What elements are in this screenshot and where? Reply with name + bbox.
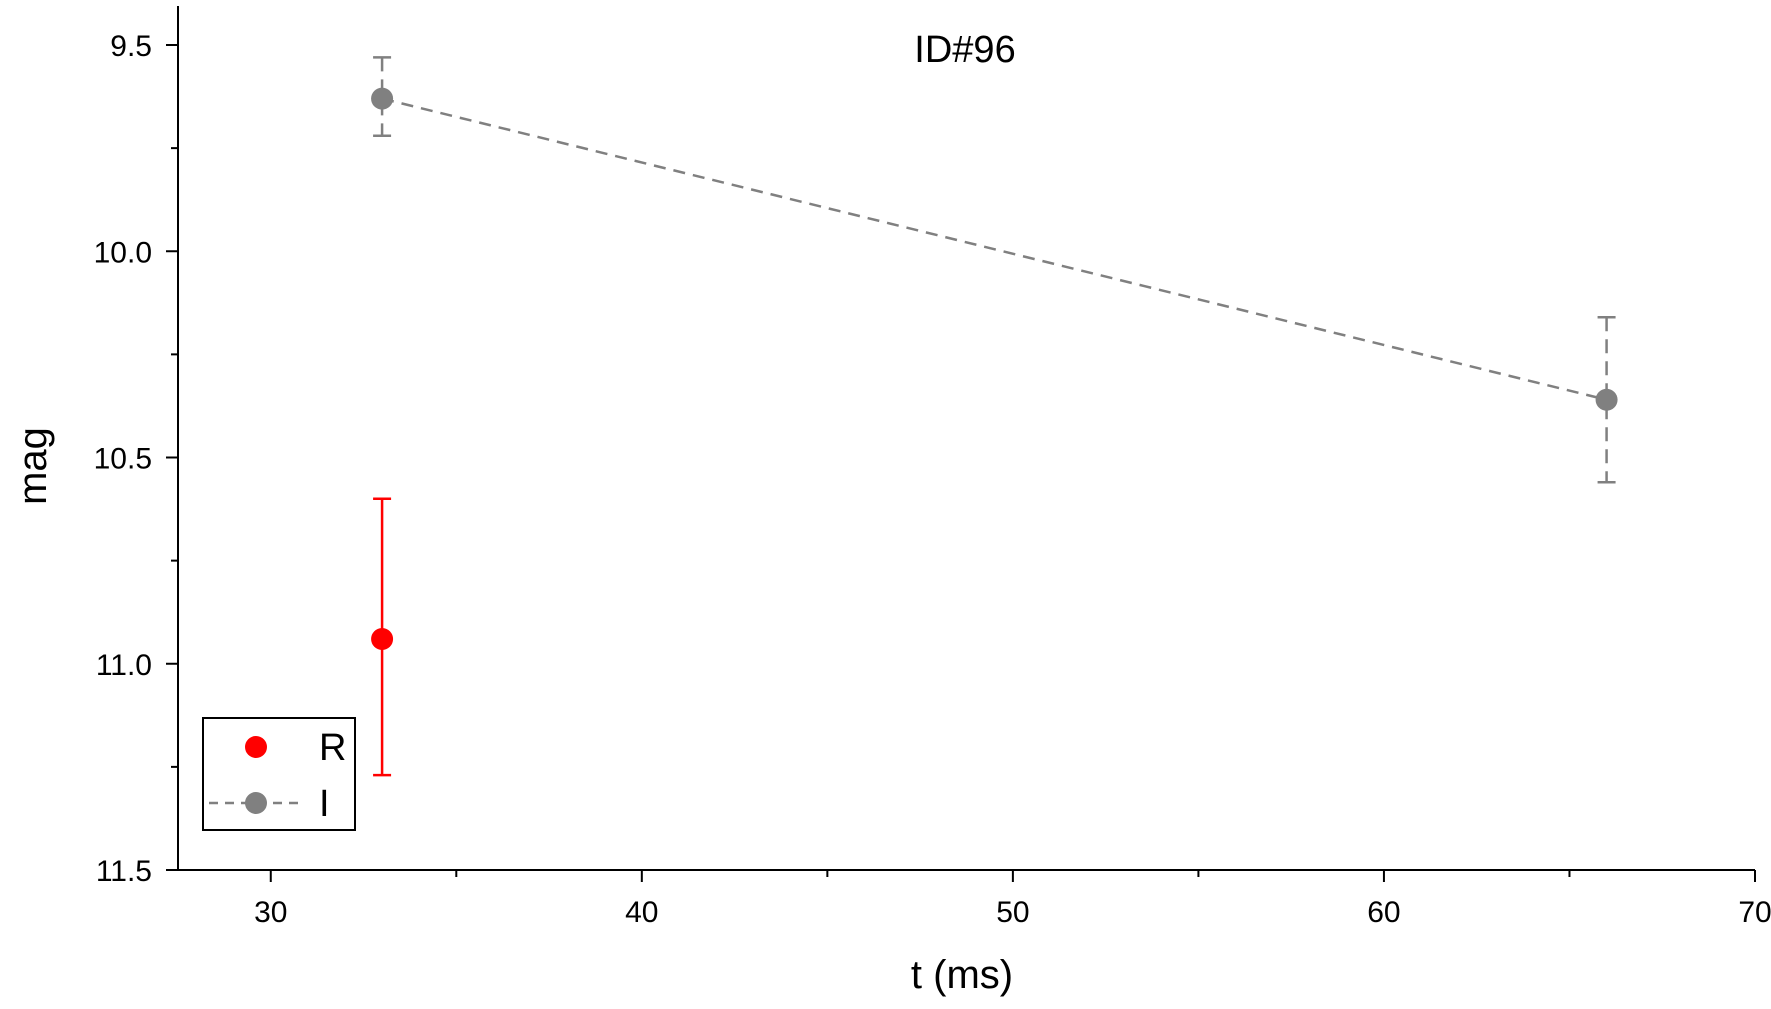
x-axis-label: t (ms) [911, 953, 1013, 997]
y-tick-label: 11.0 [96, 649, 152, 682]
y-tick-label: 11.5 [96, 855, 152, 888]
x-tick-label: 70 [1738, 896, 1771, 929]
series-r-point [371, 628, 394, 650]
series-i-point [371, 87, 394, 110]
y-tick-label: 10.0 [94, 236, 152, 269]
legend-r-marker [245, 736, 267, 758]
axes: 30 40 50 60 70 9.5 10.0 10.5 11.0 11.5 [94, 6, 1771, 929]
y-axis-label: mag [11, 427, 55, 505]
chart-title: ID#96 [914, 29, 1015, 71]
legend-i-label: I [319, 783, 330, 825]
legend-r-label: R [319, 727, 346, 769]
legend-box [202, 717, 356, 831]
y-tick-label: 10.5 [94, 443, 152, 476]
x-tick-label: 50 [996, 896, 1029, 929]
series-i-line [381, 97, 1607, 401]
x-tick-label: 30 [254, 896, 287, 929]
legend-i-marker [245, 792, 267, 814]
plot-area [371, 56, 1618, 777]
x-tick-label: 60 [1367, 896, 1400, 929]
legend: RI [202, 717, 356, 831]
series-i-point [1595, 388, 1618, 411]
x-tick-label: 40 [625, 896, 658, 929]
y-tick-label: 9.5 [110, 30, 152, 63]
